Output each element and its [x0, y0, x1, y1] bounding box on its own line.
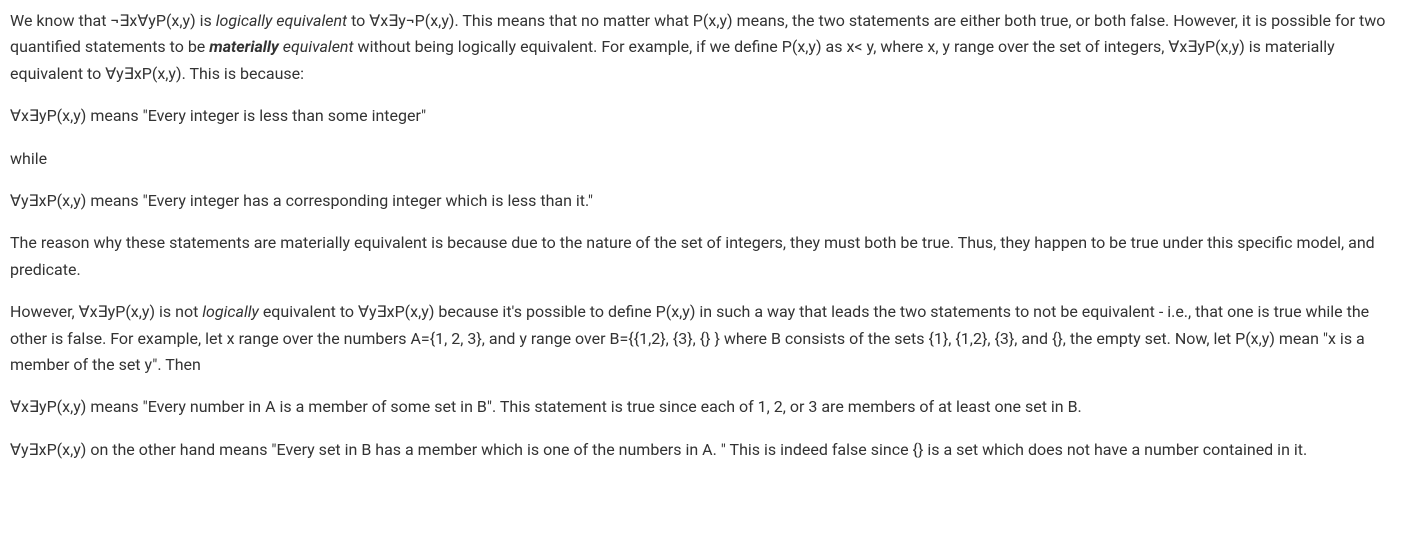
paragraph-statement-1: ∀x∃yP(x,y) means "Every integer is less … — [10, 103, 1406, 129]
paragraph-example-false: ∀y∃xP(x,y) on the other hand means "Ever… — [10, 437, 1406, 463]
paragraph-example-true: ∀x∃yP(x,y) means "Every number in A is a… — [10, 394, 1406, 420]
text-emphasis-equivalent: equivalent — [279, 37, 354, 56]
paragraph-statement-2: ∀y∃xP(x,y) means "Every integer has a co… — [10, 188, 1406, 214]
paragraph-material-reason: The reason why these statements are mate… — [10, 230, 1406, 283]
text-segment: We know that ¬∃x∀yP(x,y) is — [10, 11, 216, 30]
paragraph-intro: We know that ¬∃x∀yP(x,y) is logically eq… — [10, 8, 1406, 87]
paragraph-while: while — [10, 146, 1406, 172]
text-emphasis-logically-equivalent: logically equivalent — [216, 11, 347, 30]
text-emphasis-materially: materially — [209, 37, 279, 56]
paragraph-not-logical: However, ∀x∃yP(x,y) is not logically equ… — [10, 299, 1406, 378]
text-emphasis-logically: logically — [202, 302, 259, 321]
text-segment: However, ∀x∃yP(x,y) is not — [10, 302, 202, 321]
